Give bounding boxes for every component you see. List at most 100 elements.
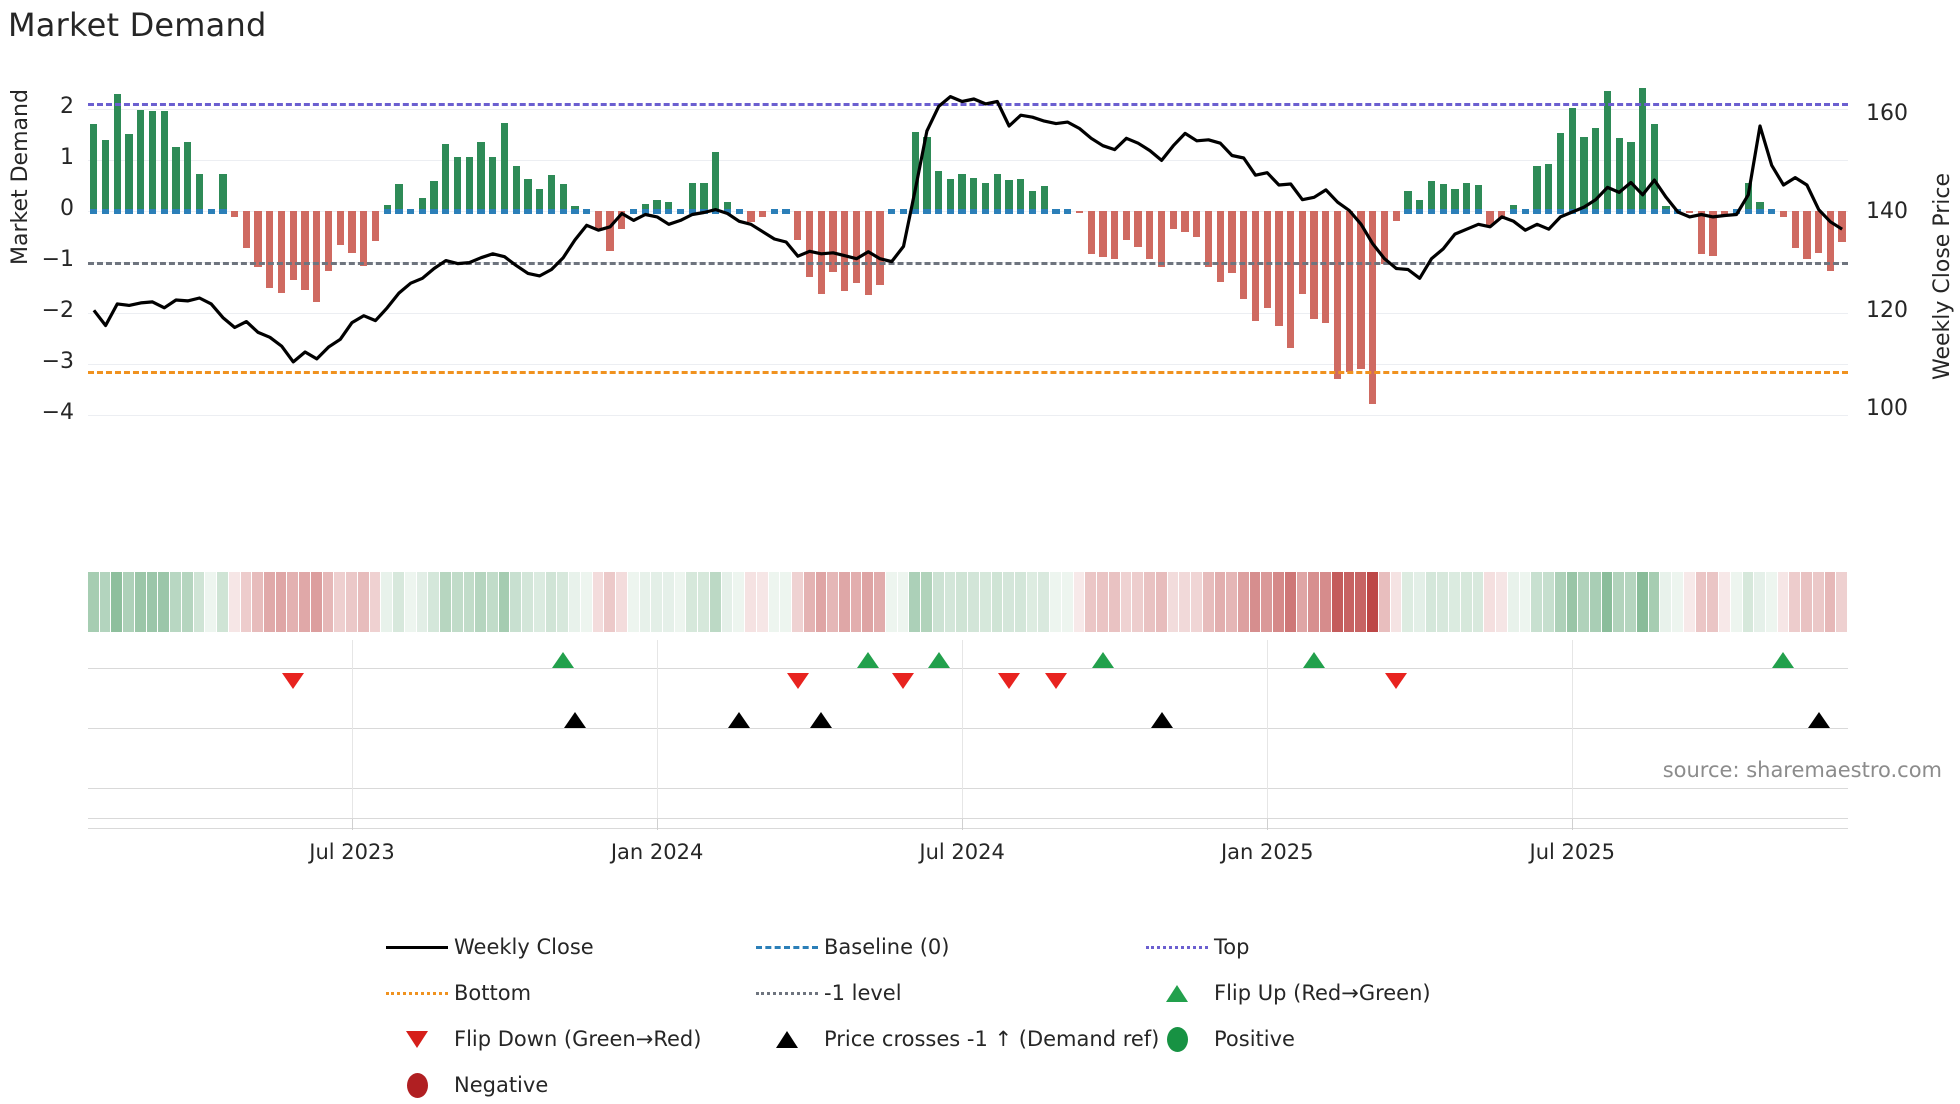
heatmap-cell bbox=[850, 572, 862, 632]
baseline-marker bbox=[101, 208, 110, 214]
baseline-marker bbox=[547, 208, 556, 214]
heatmap-cell bbox=[498, 572, 510, 632]
baseline-marker bbox=[1463, 208, 1471, 214]
green-up-triangle-icon bbox=[1140, 984, 1214, 1002]
x-axis-line bbox=[88, 818, 1848, 819]
heatmap-cell bbox=[486, 572, 498, 632]
demand-bar bbox=[231, 210, 239, 217]
flip-up-marker bbox=[1772, 652, 1795, 668]
baseline-marker bbox=[712, 208, 720, 214]
x-tick-mark bbox=[1572, 818, 1574, 830]
demand-bar bbox=[360, 210, 368, 266]
heatmap-cell bbox=[322, 572, 334, 632]
heatmap-cell bbox=[1672, 572, 1683, 632]
heatmap-cell bbox=[686, 572, 698, 632]
heatmap-cell bbox=[1425, 572, 1437, 632]
demand-bar bbox=[101, 140, 110, 211]
baseline-marker bbox=[1404, 208, 1412, 214]
baseline-marker bbox=[465, 208, 473, 214]
heatmap-cell bbox=[1214, 572, 1226, 632]
baseline-marker bbox=[219, 208, 227, 214]
legend-item[interactable]: Price crosses -1 ↑ (Demand ref) bbox=[750, 1020, 1159, 1058]
baseline-marker bbox=[641, 208, 649, 214]
x-tick-label: Jan 2024 bbox=[610, 840, 704, 864]
heatmap-cell bbox=[287, 572, 299, 632]
demand-bar bbox=[524, 179, 532, 211]
heatmap-cell bbox=[1437, 572, 1449, 632]
baseline-marker bbox=[512, 208, 520, 214]
heatmap-cell bbox=[1660, 572, 1672, 632]
heatmap-cell bbox=[745, 572, 756, 632]
heatmap-cell bbox=[346, 572, 357, 632]
demand-bar bbox=[958, 174, 966, 211]
legend-item[interactable]: Baseline (0) bbox=[750, 928, 1140, 966]
heatmap-cell bbox=[1578, 572, 1589, 632]
demand-bar bbox=[981, 182, 990, 211]
demand-bar bbox=[477, 141, 485, 211]
demand-bar bbox=[430, 181, 438, 211]
baseline-marker bbox=[688, 208, 696, 214]
flip-up-marker bbox=[857, 652, 880, 668]
baseline-marker bbox=[993, 208, 1001, 214]
plot-background bbox=[88, 72, 1848, 438]
demand-bar bbox=[805, 210, 814, 278]
demand-bar bbox=[1474, 185, 1483, 211]
heatmap-cell bbox=[158, 572, 170, 632]
page-title: Market Demand bbox=[8, 6, 267, 44]
legend-item[interactable]: Positive bbox=[1140, 1020, 1540, 1058]
x-tick-label: Jul 2024 bbox=[919, 840, 1005, 864]
baseline-marker bbox=[1639, 208, 1647, 214]
demand-bar bbox=[148, 110, 157, 211]
demand-bar bbox=[313, 210, 321, 302]
heatmap-cell bbox=[780, 572, 792, 632]
gridline-y--3 bbox=[88, 363, 1848, 365]
heatmap-cell bbox=[428, 572, 440, 632]
weekly-close-line bbox=[92, 95, 1843, 364]
legend-item[interactable]: Negative bbox=[380, 1066, 750, 1104]
heatmap-cell bbox=[1378, 572, 1390, 632]
demand-bar bbox=[137, 109, 145, 211]
demand-bar bbox=[1357, 210, 1365, 370]
y-tick-right-160: 160 bbox=[1866, 101, 1908, 127]
legend-item[interactable]: Flip Up (Red→Green) bbox=[1140, 974, 1540, 1012]
heatmap-cell bbox=[803, 572, 815, 632]
y-tick-right-100: 100 bbox=[1866, 395, 1908, 421]
demand-bar bbox=[1451, 189, 1459, 211]
demand-bar bbox=[1416, 199, 1424, 211]
demand-bar bbox=[747, 210, 755, 223]
heatmap-cell bbox=[874, 572, 885, 632]
demand-bar bbox=[1556, 133, 1565, 211]
legend-item[interactable]: Top bbox=[1140, 928, 1540, 966]
gridline-y--2 bbox=[88, 312, 1848, 314]
dotted-purple-line-icon bbox=[1140, 945, 1214, 949]
legend-item[interactable]: Weekly Close bbox=[380, 928, 750, 966]
heatmap-cell bbox=[616, 572, 627, 632]
demand-bar bbox=[1263, 210, 1271, 308]
baseline-marker bbox=[125, 208, 133, 214]
baseline-marker bbox=[160, 208, 168, 214]
heatmap-cell bbox=[1179, 572, 1191, 632]
demand-bar bbox=[1275, 210, 1283, 326]
legend-item[interactable]: -1 level bbox=[750, 974, 1140, 1012]
heatmap-cell bbox=[792, 572, 803, 632]
demand-bar bbox=[1157, 210, 1166, 267]
demand-bar bbox=[1791, 210, 1799, 248]
legend-item[interactable]: Bottom bbox=[380, 974, 750, 1012]
legend-glyph bbox=[1166, 1026, 1188, 1052]
demand-bar bbox=[653, 199, 661, 211]
baseline-marker bbox=[735, 208, 743, 214]
demand-bar bbox=[1040, 186, 1048, 211]
demand-bar bbox=[618, 210, 626, 229]
demand-bar bbox=[1803, 210, 1811, 260]
heatmap-cell bbox=[862, 572, 874, 632]
heatmap-cell bbox=[1284, 572, 1296, 632]
x-tick-mark bbox=[1267, 818, 1269, 830]
legend-item[interactable]: Flip Down (Green→Red) bbox=[380, 1020, 750, 1058]
dashed-blue-line-icon bbox=[750, 945, 824, 949]
demand-bar bbox=[641, 203, 649, 211]
baseline-marker bbox=[723, 208, 732, 214]
heatmap-cell bbox=[932, 572, 944, 632]
baseline-marker bbox=[184, 208, 192, 214]
baseline-marker bbox=[1603, 208, 1612, 214]
